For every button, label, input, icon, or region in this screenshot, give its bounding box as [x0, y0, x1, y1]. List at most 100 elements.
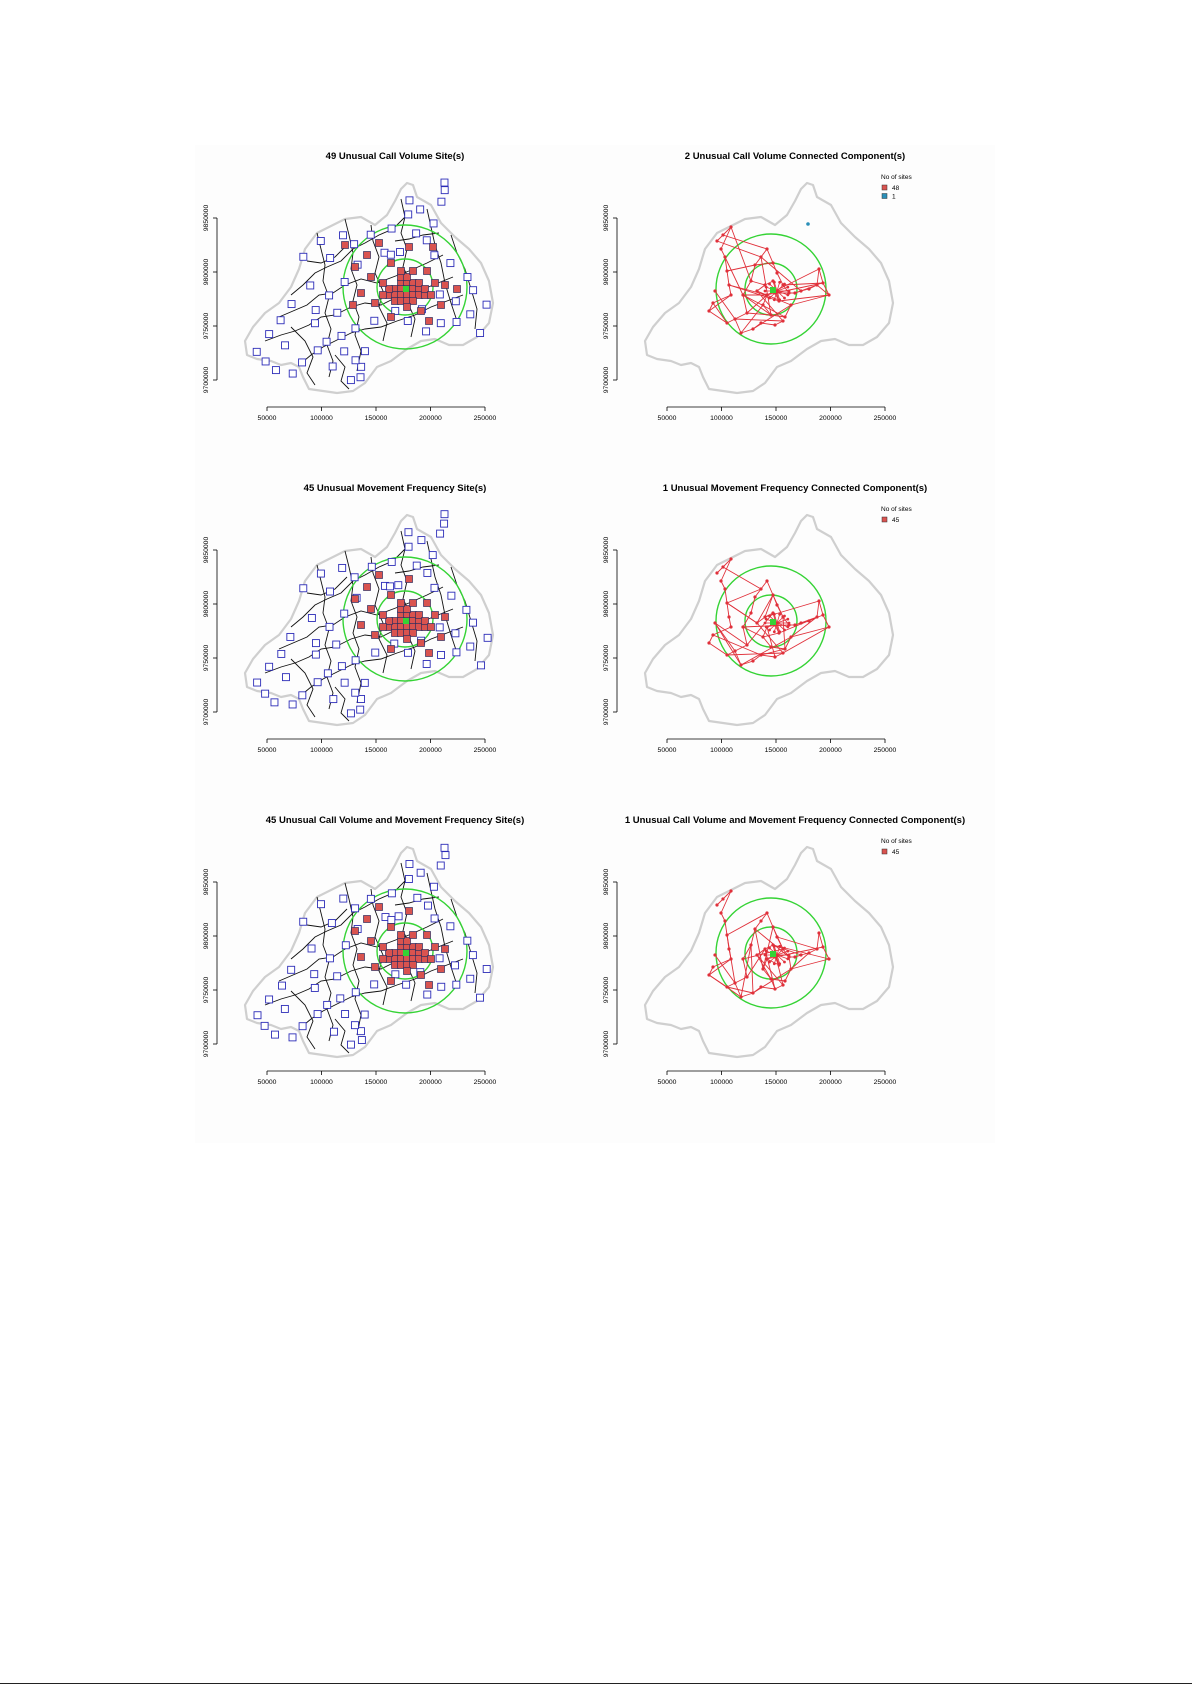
unusual-site-cell [371, 963, 379, 971]
normal-site-cell [403, 317, 412, 325]
network-node [771, 593, 775, 597]
buffer-circle-inner [376, 922, 434, 980]
normal-site-cell [463, 936, 472, 945]
unusual-site-cell [363, 251, 371, 259]
network-node [759, 985, 763, 989]
normal-site-cell [429, 219, 438, 228]
normal-site-cell [311, 650, 320, 659]
normal-site-cell [387, 224, 396, 233]
x-tick-label: 100000 [710, 1079, 733, 1086]
y-tick-label: 9800000 [203, 923, 210, 950]
y-tick-label: 9700000 [603, 367, 610, 394]
normal-site-cell [405, 860, 414, 868]
sector-boundary [316, 232, 334, 378]
normal-site-cell [405, 196, 414, 205]
normal-site-cell [276, 316, 285, 325]
normal-site-cell [351, 324, 360, 333]
network-edge [782, 616, 790, 626]
network-edge [764, 600, 820, 618]
network-node [733, 649, 737, 653]
legend-label: 48 [892, 185, 900, 192]
network-node [721, 565, 725, 569]
normal-site-cell [357, 362, 366, 371]
network-node [733, 981, 737, 985]
network-node [713, 621, 717, 625]
network-node [777, 299, 781, 303]
network-edge [790, 294, 830, 306]
unusual-site-cell [403, 273, 411, 281]
normal-site-cell [265, 662, 274, 671]
network-edge [760, 322, 776, 326]
unusual-site-cell [441, 281, 449, 289]
buffer-circle-outer [342, 888, 468, 1014]
network-node [763, 953, 767, 957]
x-tick-label: 200000 [419, 747, 442, 754]
normal-site-cell [476, 329, 485, 337]
unusual-site-cell [427, 291, 435, 299]
normal-site-cell [430, 914, 439, 923]
normal-site-cell [366, 230, 375, 239]
unusual-site-cell [351, 927, 359, 935]
panel-components-combined: 1 Unusual Call Volume and Movement Frequ… [595, 809, 995, 1141]
network-node [781, 615, 785, 619]
unusual-site-cell [371, 631, 379, 639]
network-node [745, 643, 749, 647]
normal-site-cell [261, 357, 270, 366]
normal-site-cell [482, 965, 491, 973]
unusual-site-cell [437, 965, 445, 973]
unusual-site-cell [437, 633, 445, 641]
normal-site-cell [357, 1036, 366, 1044]
unusual-site-cell [425, 317, 433, 325]
normal-site-cell [287, 965, 296, 974]
country-outline [643, 845, 895, 1059]
network-edge [724, 256, 744, 296]
network-node [789, 967, 793, 971]
network-edge [776, 622, 785, 631]
network-node [765, 293, 769, 297]
normal-site-cell [328, 362, 337, 371]
normal-site-cell [316, 237, 325, 245]
normal-site-cell [452, 318, 461, 326]
normal-site-cell [367, 562, 376, 571]
normal-site-cell [346, 709, 355, 718]
normal-site-cell [261, 689, 270, 698]
normal-site-cell [341, 941, 350, 950]
sector-boundary [290, 326, 316, 386]
network-node [817, 599, 821, 603]
network-edge [770, 314, 786, 318]
network-edge [756, 948, 766, 956]
normal-site-cell [396, 248, 404, 257]
network-node [771, 925, 775, 929]
sector-boundary [290, 658, 316, 718]
network-node [768, 628, 771, 632]
network-edge [742, 294, 772, 316]
unusual-site-cell [405, 575, 413, 583]
y-tick-label: 9850000 [603, 537, 610, 564]
y-tick-label: 9750000 [603, 977, 610, 1004]
legend-swatch [881, 193, 888, 199]
unusual-site-cell [379, 955, 387, 963]
network-edge [734, 318, 742, 334]
normal-site-cell [404, 648, 412, 657]
unusual-site-cell [379, 611, 387, 619]
normal-site-cell [466, 974, 475, 983]
network-node [751, 659, 755, 663]
normal-site-cell [387, 889, 396, 898]
network-node [727, 947, 731, 951]
network-node [761, 967, 765, 971]
network-node [778, 280, 782, 284]
sector-boundary [344, 882, 362, 1036]
legend-title: No of sites [881, 506, 912, 513]
sector-boundary [370, 888, 388, 1006]
network-node [821, 945, 825, 949]
normal-site-cell [350, 1021, 359, 1030]
network-node [771, 261, 775, 265]
unusual-site-cell [367, 605, 375, 613]
x-tick-label: 50000 [658, 747, 677, 754]
network-edge [776, 614, 781, 624]
network-edge [728, 284, 732, 296]
unusual-site-cell [341, 241, 349, 249]
normal-site-cell [371, 648, 380, 657]
panel-sites-call-volume: 49 Unusual Call Volume Site(s) 50000 10000… [195, 145, 595, 477]
network-edge [766, 958, 780, 966]
